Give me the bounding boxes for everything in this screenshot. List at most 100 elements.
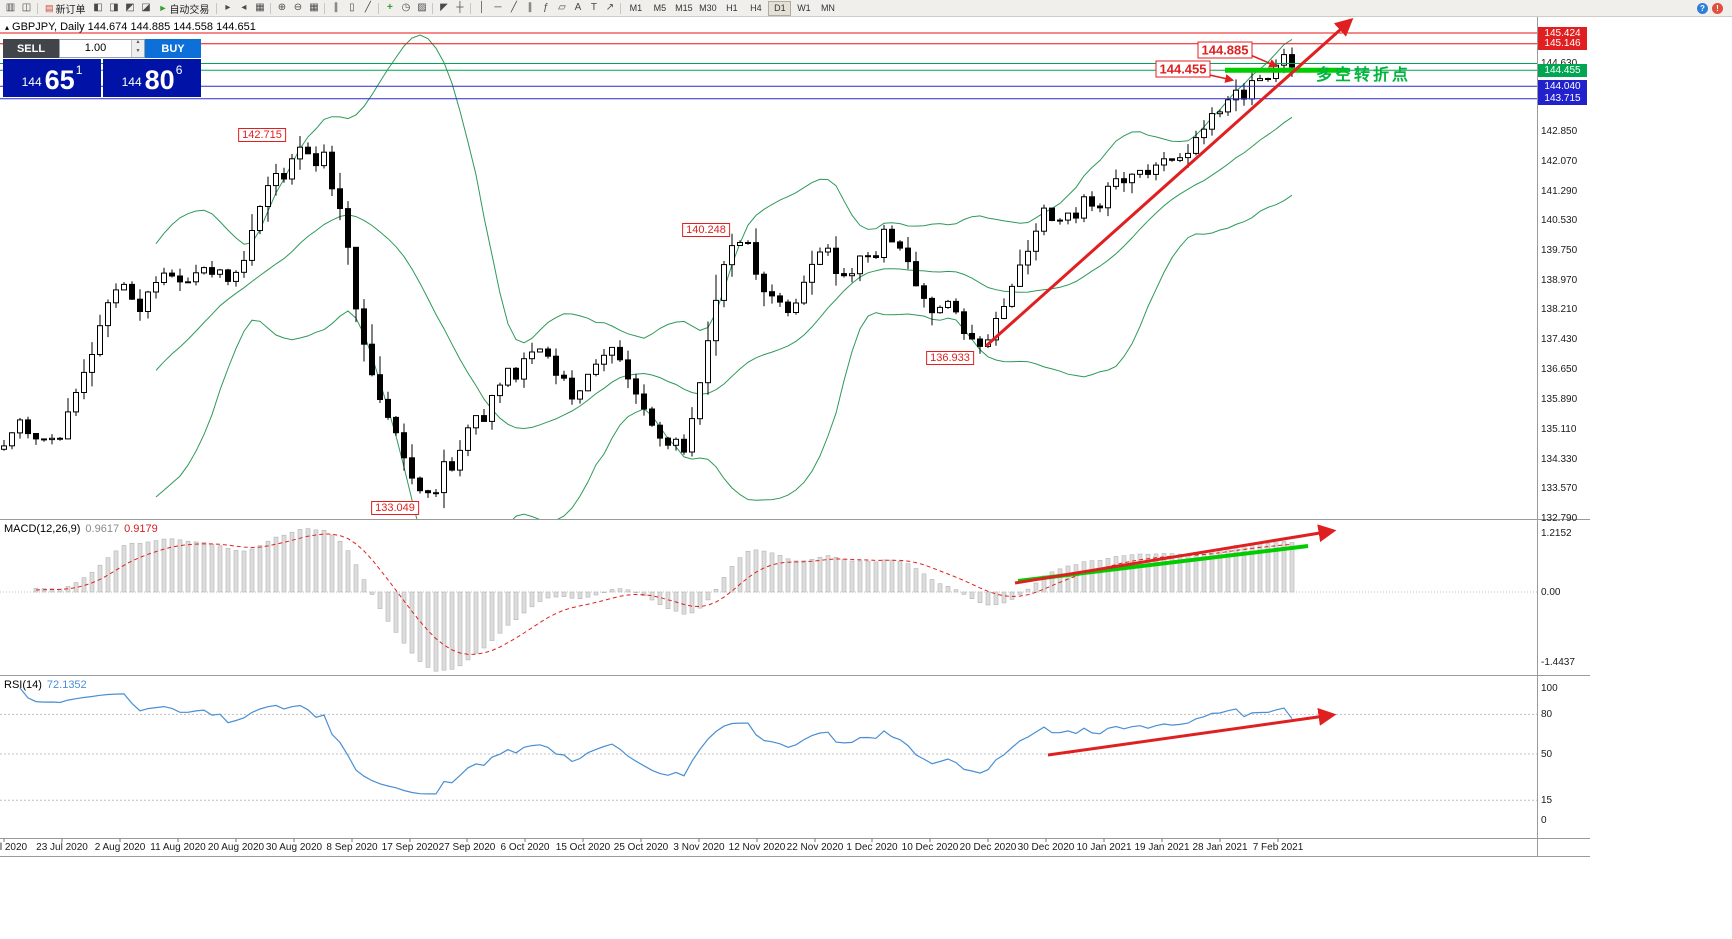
rsi-axis-tick: 50 <box>1541 749 1553 760</box>
sell-price-big: 65 <box>44 65 75 95</box>
navigator-icon[interactable]: ◩ <box>125 2 135 13</box>
date-axis-label: 27 Sep 2020 <box>438 842 496 853</box>
add-indicator-icon[interactable]: + <box>387 2 393 13</box>
templates-icon[interactable]: ▨ <box>417 2 427 13</box>
price-callout-label: 144.455 <box>1155 60 1211 78</box>
price-axis-tag-red: 145.146 <box>1538 37 1587 51</box>
price-axis-tag-blue: 143.715 <box>1538 92 1587 106</box>
timeframe-w1-button[interactable]: W1 <box>797 2 811 13</box>
status-blue-icon[interactable]: ? <box>1697 2 1708 14</box>
date-axis-label: 28 Jan 2021 <box>1192 842 1248 853</box>
candlestick-icon[interactable]: ▯ <box>349 2 355 13</box>
bar-chart-icon[interactable]: ∥ <box>333 2 339 13</box>
chart-shift-icon[interactable]: ◂ <box>241 2 247 13</box>
price-callout-label: 133.049 <box>371 501 419 515</box>
text-icon[interactable]: A <box>574 2 582 13</box>
line-chart-icon[interactable]: ╱ <box>364 2 371 13</box>
vertical-line-icon[interactable]: │ <box>478 2 486 13</box>
price-axis-tick: 134.330 <box>1541 453 1578 465</box>
toolbar-separator <box>432 2 434 14</box>
terminal-icon[interactable]: ◪ <box>141 2 151 13</box>
fibonacci-icon[interactable]: ƒ <box>543 2 549 13</box>
timeframe-d1-button[interactable]: D1 <box>768 0 792 16</box>
market-watch-icon[interactable]: ◧ <box>93 2 103 13</box>
price-callout-label: 136.933 <box>926 351 974 365</box>
toolbar: ▥ ◫ ▤ 新订单 ◧ ◨ ◩ ◪ ► 自动交易 ▸ ◂ ▦ ⊕ ⊖ ▦ ∥ ▯ ╱ + ◷ ▨ ◤ ┼ │ ─ ╱ ∥ ƒ ▱ A T ↗ M1… <box>0 0 1732 17</box>
volume-stepper-down[interactable]: ▼ <box>132 48 144 57</box>
date-axis-label: 17 Sep 2020 <box>381 842 439 853</box>
toolbar-separator <box>37 2 38 14</box>
timeframe-h1-button[interactable]: H1 <box>726 2 738 13</box>
timeframe-h4-button[interactable]: H4 <box>750 2 762 13</box>
buy-price-pip: 6 <box>175 63 183 77</box>
rsi-value: 72.1352 <box>46 679 87 691</box>
rsi-name: RSI(14) <box>4 679 42 691</box>
crosshair-icon[interactable]: ┼ <box>456 2 464 13</box>
date-axis-label: 3 Nov 2020 <box>673 842 725 853</box>
date-axis-label: 6 Oct 2020 <box>500 842 550 853</box>
auto-trading-button[interactable]: ► 自动交易 <box>155 1 214 16</box>
macd-axis-tick: 0.00 <box>1541 587 1561 598</box>
one-click-trading-panel: SELL 1.00 ▲ ▼ BUY 144 65 1 144 80 6 <box>3 39 201 97</box>
price-callout-label: 142.715 <box>238 128 286 142</box>
macd-name: MACD(12,26,9) <box>4 523 81 535</box>
macd-axis-tick: 1.2152 <box>1541 528 1572 539</box>
sell-price-pip: 1 <box>75 63 83 77</box>
price-axis-tick: 133.570 <box>1541 482 1578 494</box>
volume-value[interactable]: 1.00 <box>84 42 107 54</box>
price-axis-tick: 138.210 <box>1541 304 1578 316</box>
price-axis-tick: 140.530 <box>1541 215 1578 227</box>
period-icon[interactable]: ◷ <box>401 2 411 13</box>
date-axis-label: 2 Aug 2020 <box>94 842 146 853</box>
date-axis-label: 10 Jan 2021 <box>1076 842 1132 853</box>
volume-stepper-up[interactable]: ▲ <box>132 40 144 49</box>
timeframe-m15-button[interactable]: M15 <box>675 2 693 13</box>
price-axis-tick: 132.790 <box>1541 512 1578 524</box>
timeframe-m30-button[interactable]: M30 <box>699 2 717 13</box>
macd-label: MACD(12,26,9) 0.9617 0.9179 <box>4 523 158 535</box>
price-axis-tick: 142.070 <box>1541 155 1578 167</box>
date-axis-label: 30 Aug 2020 <box>265 842 323 853</box>
buy-price-box[interactable]: 144 80 6 <box>103 59 201 97</box>
shapes-icon[interactable]: ▱ <box>558 2 566 13</box>
toolbar-right-icons: ?! <box>1697 2 1723 14</box>
buy-button[interactable]: BUY <box>145 39 201 58</box>
tile-windows-icon[interactable]: ▦ <box>309 2 319 13</box>
price-callout-label: 140.248 <box>682 223 730 237</box>
price-axis-tick: 141.290 <box>1541 185 1578 197</box>
sell-price-box[interactable]: 144 65 1 <box>3 59 101 97</box>
zoom-out-icon[interactable]: ⊖ <box>293 2 303 13</box>
status-red-icon[interactable]: ! <box>1712 2 1723 14</box>
data-window-icon[interactable]: ◨ <box>109 2 119 13</box>
toolbar-separator <box>470 2 472 14</box>
horizontal-line-icon[interactable]: ─ <box>494 2 502 13</box>
date-axis-label: 20 Dec 2020 <box>959 842 1017 853</box>
price-axis-tick: 138.970 <box>1541 275 1578 287</box>
date-axis-label: 1 Dec 2020 <box>846 842 898 853</box>
date-axis-label: 30 Dec 2020 <box>1017 842 1075 853</box>
arrows-tool-icon[interactable]: ↗ <box>605 2 615 13</box>
date-axis-label: 7 Feb 2021 <box>1252 842 1304 853</box>
timeframe-m1-button[interactable]: M1 <box>629 2 643 13</box>
chart-candles-icon[interactable]: ▥ <box>5 2 16 13</box>
sell-button[interactable]: SELL <box>3 39 59 58</box>
cursor-icon[interactable]: ◤ <box>440 2 448 13</box>
timeframe-m5-button[interactable]: M5 <box>653 2 667 13</box>
zoom-in-icon[interactable]: ⊕ <box>277 2 287 13</box>
trendline-icon[interactable]: ╱ <box>510 2 517 13</box>
text-label-icon[interactable]: T <box>590 2 597 13</box>
grid-icon[interactable]: ▦ <box>255 2 265 13</box>
buy-price-prefix: 144 <box>121 75 142 89</box>
tick-chart-icon[interactable]: ◫ <box>21 2 32 13</box>
rsi-axis-tick: 0 <box>1541 815 1547 826</box>
volume-field[interactable]: 1.00 ▲ ▼ <box>59 39 145 58</box>
autoscroll-icon[interactable]: ▸ <box>225 2 231 13</box>
timeframe-mn-button[interactable]: MN <box>820 2 835 13</box>
channel-icon[interactable]: ∥ <box>527 2 533 13</box>
toolbar-separator <box>216 2 218 14</box>
new-order-button[interactable]: ▤ 新订单 <box>41 1 90 16</box>
date-axis-label: 20 Aug 2020 <box>207 842 265 853</box>
date-axis-label: 8 Sep 2020 <box>326 842 378 853</box>
